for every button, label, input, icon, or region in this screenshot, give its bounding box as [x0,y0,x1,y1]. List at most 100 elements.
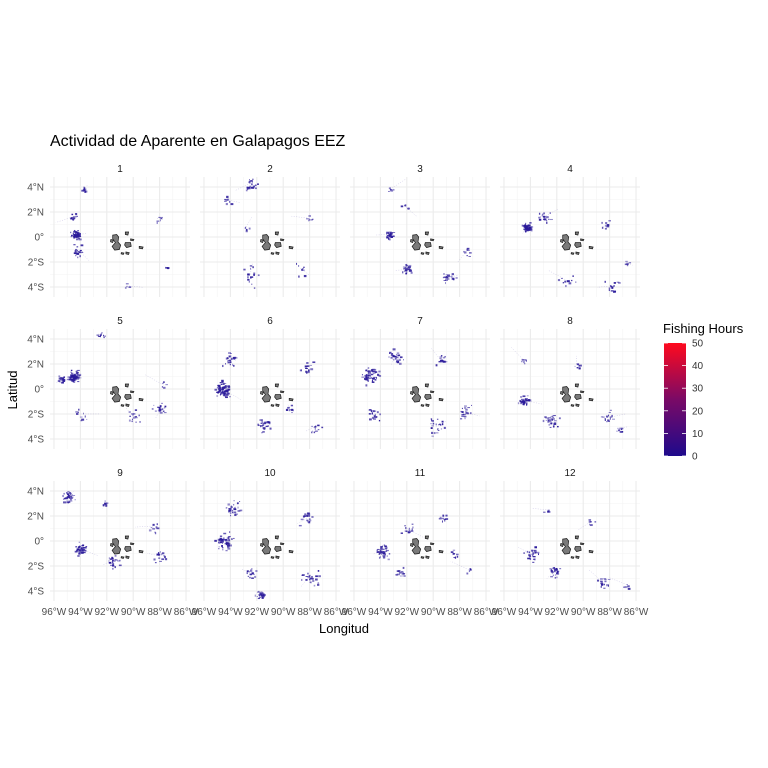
activity-cell [608,412,611,413]
activity-cell [102,504,105,507]
activity-cell [307,513,311,516]
activity-cell [600,578,603,580]
activity-cell [249,181,251,183]
activity-cell [447,274,450,277]
y-tick-label: 2°S [28,562,45,573]
activity-cell [412,526,414,529]
activity-cell [550,576,554,578]
activity-cell [377,548,380,551]
y-tick-label: 4°N [27,183,44,194]
activity-cell [311,431,313,433]
activity-cell [522,400,526,402]
x-tick-label: 90°W [571,607,596,618]
activity-cell [534,546,538,549]
activity-cell [373,418,376,420]
activity-cell [81,251,83,253]
activity-cell [370,376,372,379]
activity-cell [253,273,255,276]
activity-cell [248,576,251,579]
activity-cell [163,386,166,389]
activity-cell [607,584,609,587]
activity-cell [555,568,558,571]
activity-cell [405,269,407,271]
activity-cell [381,546,383,548]
island-outline [588,245,594,250]
activity-cell [603,578,607,580]
y-tick-label: 0° [34,385,44,396]
activity-cell [65,497,68,500]
activity-cell [543,212,545,215]
activity-cell [255,570,258,572]
activity-cell [365,374,369,376]
activity-cell [372,370,375,373]
activity-cell [308,575,311,578]
activity-cell [400,575,402,577]
activity-cell [70,374,73,376]
activity-cell [389,189,392,191]
island-outline [130,542,135,546]
activity-cell [250,180,253,182]
activity-cell [128,286,132,288]
activity-cell [365,377,369,379]
activity-cell [464,405,467,407]
activity-cell [73,229,76,232]
island-outline [588,397,594,402]
activity-cell [443,280,447,281]
activity-cell [79,416,83,418]
activity-cell [456,555,459,558]
activity-cell [364,374,367,377]
x-tick-label: 96°W [492,607,517,618]
activity-cell [73,237,75,239]
activity-cell [443,276,446,279]
island-outline [288,397,294,402]
activity-cell [445,279,448,281]
island-outline [275,555,280,559]
activity-cell [529,557,532,560]
facet-panel-3: 3 [350,164,490,297]
activity-cell [230,358,233,360]
activity-cell [217,391,220,393]
activity-cell [252,178,254,181]
activity-track [404,205,418,217]
activity-cell [315,575,318,578]
activity-cell [73,236,77,238]
activity-track [532,508,547,510]
island-outline [261,386,272,403]
facet-label: 5 [117,316,123,327]
island-outline [274,394,282,400]
activity-cell [223,394,227,397]
activity-cell [315,578,318,581]
activity-cell [522,395,526,398]
activity-track [235,183,251,191]
activity-cell [471,404,473,406]
activity-cell [367,374,370,376]
activity-cell [368,418,372,421]
activity-cell [318,575,321,578]
island-outline [274,546,282,552]
activity-cell [131,418,133,421]
activity-cell [165,558,168,561]
activity-cell [388,237,390,240]
activity-cell [257,591,260,593]
activity-cell [58,377,62,380]
activity-cell [398,572,402,574]
island-outline [130,390,135,394]
activity-cell [553,420,557,422]
activity-cell [588,519,592,521]
activity-cell [160,553,163,556]
activity-cell [525,228,529,231]
activity-cell [549,426,552,429]
activity-cell [444,355,446,358]
activity-cell [226,542,229,544]
activity-cell [234,507,236,509]
activity-cell [79,545,81,547]
activity-cell [376,549,378,552]
activity-cell [551,415,554,417]
activity-cell [225,392,229,395]
activity-cell [70,236,73,238]
color-legend: Fishing Hours 0 10 20 30 40 50 [663,321,744,463]
x-tick-label: 94°W [368,607,393,618]
activity-cell [159,219,161,222]
activity-cell [407,531,411,534]
x-tick-label: 86°W [474,607,499,618]
